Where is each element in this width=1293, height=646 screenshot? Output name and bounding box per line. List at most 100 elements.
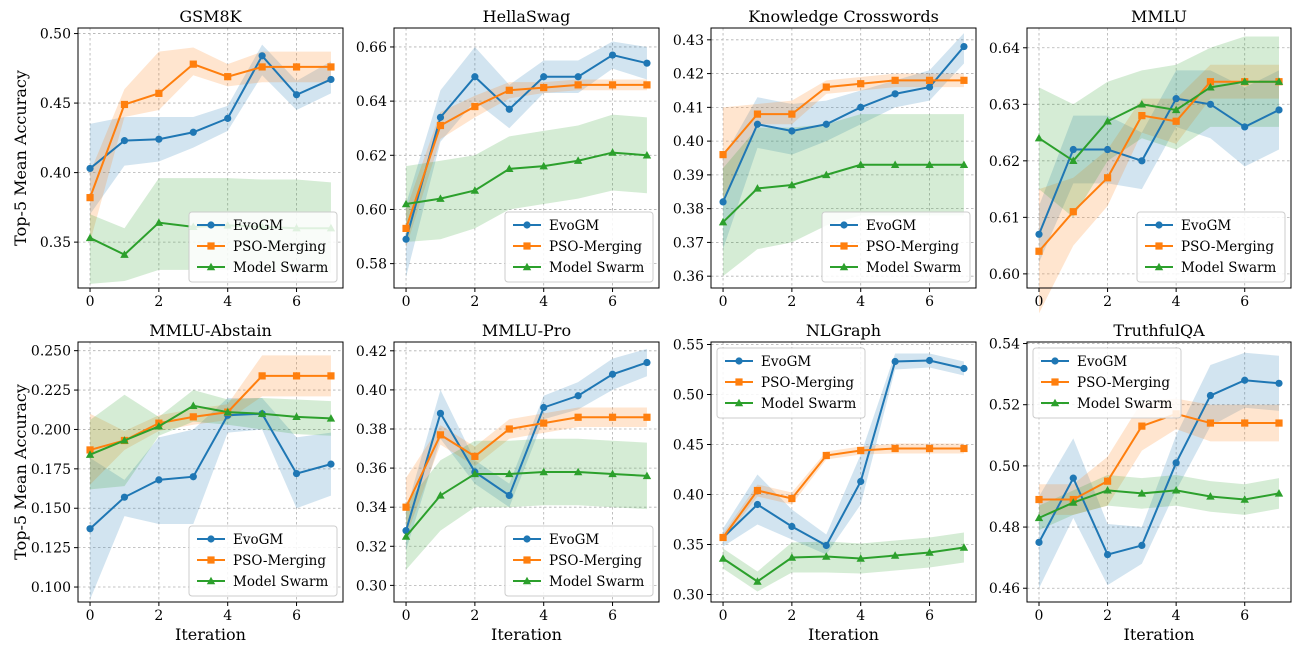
data-point	[574, 392, 582, 400]
x-axis-label: Iteration	[808, 625, 879, 644]
x-axis-label: Iteration	[491, 625, 562, 644]
legend: EvoGM PSO-Merging Model Swarm	[716, 347, 866, 419]
data-point	[1103, 116, 1112, 125]
data-point	[1241, 376, 1249, 384]
x-tick-label: 0	[86, 608, 95, 624]
data-point	[189, 401, 198, 410]
legend: EvoGM PSO-Merging Model Swarm	[504, 525, 654, 597]
data-point	[891, 90, 899, 98]
x-tick-label: 4	[1172, 294, 1181, 310]
series-line	[89, 404, 332, 456]
legend-label: EvoGM	[1077, 354, 1127, 370]
legend-label: EvoGM	[761, 354, 811, 370]
data-point	[1241, 123, 1249, 131]
data-point	[436, 491, 445, 499]
y-tick-label: 0.54	[989, 337, 1020, 353]
y-tick-label: 0.52	[989, 398, 1020, 414]
data-point	[1206, 419, 1215, 427]
data-point	[436, 113, 445, 121]
y-tick-label: 0.175	[31, 462, 71, 478]
series-line	[89, 54, 332, 170]
data-point	[1137, 100, 1147, 108]
data-point	[1206, 100, 1215, 108]
x-tick-label: 6	[925, 294, 934, 310]
data-point	[1240, 495, 1249, 503]
confidence-band	[406, 114, 647, 242]
confidence-band	[723, 73, 964, 202]
series-line	[1039, 412, 1279, 501]
data-point	[402, 503, 410, 511]
data-point	[224, 114, 232, 122]
data-point	[1138, 157, 1146, 165]
legend-marker	[735, 378, 743, 386]
data-point	[643, 413, 651, 421]
series-line	[405, 471, 648, 538]
data-point	[155, 476, 163, 484]
subplot-title: Knowledge Crosswords	[748, 7, 939, 26]
y-tick-label: 0.36	[356, 461, 387, 477]
data-point	[1069, 208, 1077, 216]
data-point	[753, 500, 762, 509]
subplot-3: 0 2 4 6 0.60 0.61 0.62 0.63 0.64 MMLU EvoGM PSO-Mer…	[989, 7, 1292, 314]
legend-marker	[734, 398, 744, 407]
data-point	[120, 137, 129, 145]
series-line	[722, 45, 965, 203]
data-point	[189, 413, 197, 421]
legend-marker	[207, 242, 215, 250]
legend: EvoGM PSO-Merging Model Swarm	[821, 211, 971, 283]
subplot-title: NLGraph	[806, 321, 881, 340]
y-tick-label: 0.58	[356, 257, 387, 273]
legend-label: Model Swarm	[233, 260, 328, 276]
data-point	[857, 80, 865, 88]
y-tick-label: 0.62	[989, 154, 1020, 170]
subplot-0: 0 2 4 6 0.35 0.40 0.45 0.50 GSM8K Top-5 Mean Accu…	[11, 7, 344, 310]
y-tick-label: 0.50	[40, 27, 71, 43]
data-point	[189, 473, 197, 481]
data-point	[1138, 422, 1146, 430]
data-point	[85, 233, 95, 242]
data-point	[1275, 419, 1283, 427]
y-tick-label: 0.60	[356, 202, 387, 218]
x-tick-label: 4	[856, 294, 865, 310]
y-tick-label: 0.46	[989, 581, 1020, 597]
y-tick-label: 0.35	[40, 235, 71, 251]
data-point	[608, 370, 617, 378]
legend-marker	[523, 535, 531, 543]
data-point	[1138, 112, 1146, 120]
data-point	[1035, 230, 1043, 238]
series-line	[1038, 379, 1280, 556]
data-point	[1138, 541, 1146, 550]
y-tick-label: 0.36	[673, 269, 704, 285]
data-point	[436, 431, 445, 439]
data-point	[1137, 489, 1147, 497]
data-point	[753, 184, 762, 192]
axes-frame	[77, 341, 344, 603]
legend-label: Model Swarm	[761, 396, 856, 412]
data-point	[1206, 492, 1215, 500]
data-point	[155, 135, 163, 143]
axes-frame	[393, 27, 660, 289]
y-tick-label: 0.45	[673, 438, 704, 454]
data-point	[258, 52, 266, 60]
y-tick-label: 0.150	[31, 501, 71, 517]
data-point	[959, 160, 969, 168]
data-point	[1035, 538, 1043, 546]
subplot-title: GSM8K	[179, 7, 242, 26]
x-tick-label: 0	[719, 294, 728, 310]
series-line	[722, 359, 965, 547]
data-point	[292, 469, 301, 478]
y-tick-label: 0.40	[40, 166, 71, 182]
x-tick-label: 2	[470, 608, 479, 624]
data-point	[643, 358, 651, 367]
data-point	[1069, 474, 1077, 482]
legend-box	[188, 211, 338, 283]
legend-marker	[207, 221, 215, 229]
data-point	[154, 218, 164, 226]
data-point	[189, 60, 197, 68]
legend-box	[821, 211, 971, 283]
data-point	[1103, 477, 1112, 485]
y-tick-label: 0.37	[673, 235, 704, 251]
data-point	[608, 81, 617, 89]
x-tick-label: 6	[1240, 608, 1249, 624]
